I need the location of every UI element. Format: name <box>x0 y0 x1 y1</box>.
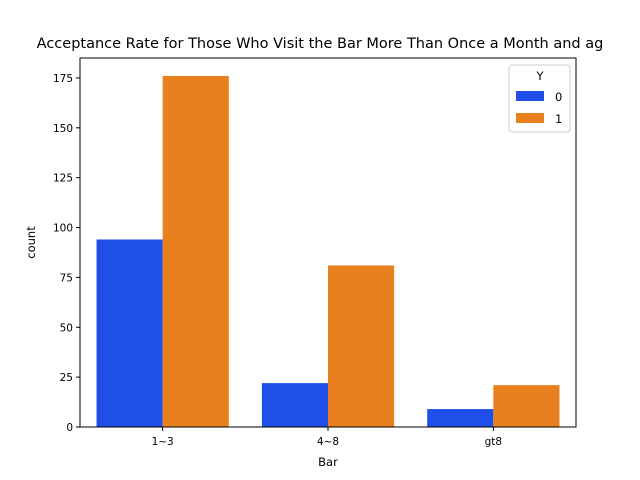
bar-1~3-series-0 <box>96 239 163 427</box>
x-axis-ticks: 1~3 4~8 gt8 <box>152 427 502 448</box>
y-tick-label: 125 <box>53 173 73 185</box>
bar-1~3-series-1 <box>162 75 229 427</box>
legend: Y 0 1 <box>508 64 571 133</box>
x-tick-label: 1~3 <box>152 436 174 448</box>
y-tick-label: 175 <box>53 73 73 85</box>
legend-swatch-0 <box>516 91 544 101</box>
legend-label-0: 0 <box>555 90 562 104</box>
y-tick-label: 75 <box>60 272 73 284</box>
chart-title: Acceptance Rate for Those Who Visit the … <box>37 36 604 52</box>
bar-4~8-series-1 <box>328 265 395 427</box>
plot-frame <box>79 57 577 428</box>
legend-swatch-1 <box>516 113 544 123</box>
y-tick-label: 100 <box>53 223 73 235</box>
bars-group <box>96 75 560 427</box>
x-axis-label: Bar <box>318 455 338 469</box>
x-tick-label: 4~8 <box>317 436 339 448</box>
bar-gt8-series-1 <box>493 385 560 427</box>
y-tick-label: 25 <box>60 372 73 384</box>
y-tick-label: 0 <box>66 422 73 434</box>
x-tick-label: gt8 <box>485 436 502 448</box>
y-tick-label: 50 <box>60 322 73 334</box>
y-tick-label: 150 <box>53 123 73 135</box>
y-axis-ticks: 0 25 50 75 100 125 150 175 <box>53 73 80 434</box>
legend-title: Y <box>535 69 544 83</box>
y-axis-label: count <box>24 226 38 259</box>
bar-gt8-series-0 <box>427 409 494 427</box>
legend-label-1: 1 <box>555 112 562 126</box>
bar-4~8-series-0 <box>261 383 328 427</box>
